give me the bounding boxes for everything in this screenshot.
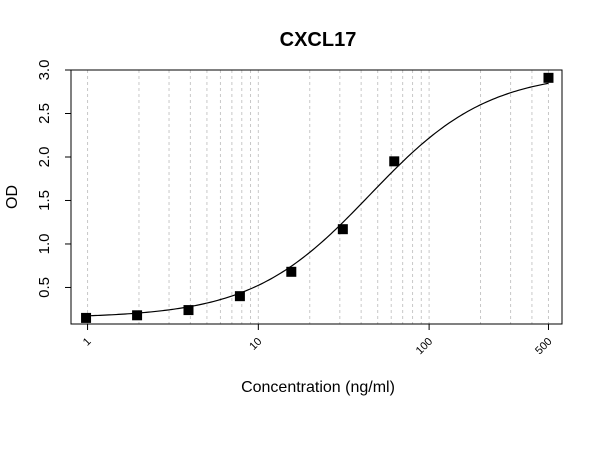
y-tick-label: 0.5 — [36, 277, 53, 298]
fit-curve — [86, 82, 549, 317]
y-tick-label: 1.5 — [36, 190, 53, 211]
x-tick-label: 500 — [533, 336, 554, 357]
y-tick-label: 3.0 — [36, 60, 53, 81]
y-tick-label: 2.5 — [36, 103, 53, 124]
data-point — [543, 72, 554, 83]
plot-frame — [70, 69, 563, 325]
y-tick-label: 1.0 — [36, 234, 53, 255]
x-axis: 1 10 100 500 — [81, 324, 555, 357]
x-tick-label: 1 — [81, 336, 94, 349]
data-point — [183, 305, 194, 316]
grid — [87, 70, 563, 324]
x-axis-label: Concentration (ng/ml) — [241, 379, 395, 396]
data-point — [337, 224, 348, 235]
chart-title: CXCL17 — [280, 29, 357, 51]
data-point — [234, 291, 245, 302]
y-axis-label: OD — [4, 185, 21, 209]
x-tick-label: 10 — [247, 336, 264, 353]
y-axis: 0.5 1.0 1.5 2.0 2.5 3.0 — [36, 60, 71, 298]
data-points — [81, 72, 554, 323]
x-tick-label: 100 — [414, 336, 435, 357]
data-point — [81, 312, 92, 323]
data-point — [389, 156, 400, 167]
data-point — [286, 266, 297, 277]
data-point — [132, 310, 143, 321]
y-tick-label: 2.0 — [36, 147, 53, 168]
